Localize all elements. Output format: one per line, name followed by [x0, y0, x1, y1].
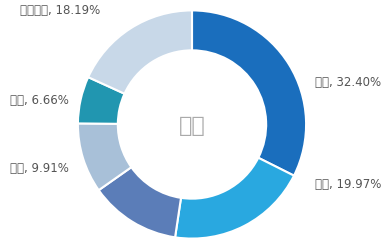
Text: 浙江, 6.66%: 浙江, 6.66%: [10, 94, 69, 106]
Wedge shape: [192, 11, 306, 176]
Wedge shape: [88, 11, 192, 94]
Text: 广东, 12.87%: 广东, 12.87%: [150, 248, 216, 250]
Text: 陕西, 32.40%: 陕西, 32.40%: [315, 75, 381, 88]
Text: 北京, 19.97%: 北京, 19.97%: [315, 178, 382, 190]
Wedge shape: [99, 168, 181, 238]
Wedge shape: [78, 124, 131, 190]
Text: 硕士: 硕士: [179, 115, 205, 135]
Wedge shape: [175, 158, 294, 239]
Text: 上海, 9.91%: 上海, 9.91%: [10, 162, 69, 175]
Text: 其他省份, 18.19%: 其他省份, 18.19%: [20, 4, 101, 17]
Wedge shape: [78, 78, 124, 124]
